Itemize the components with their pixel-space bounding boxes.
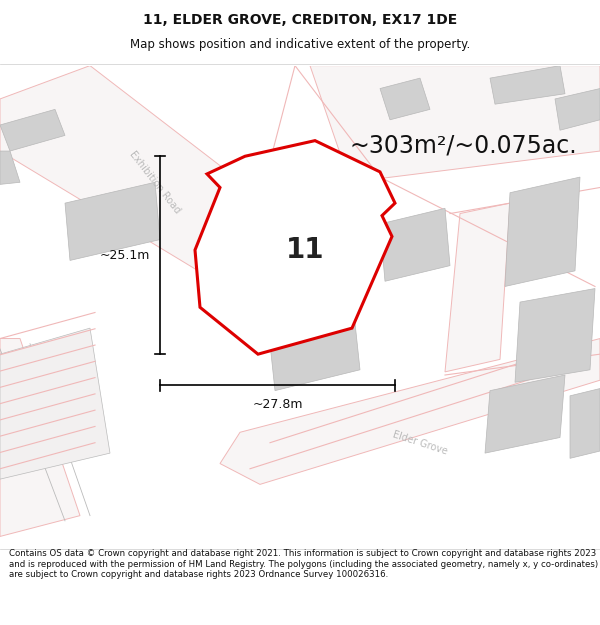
Polygon shape [310, 66, 600, 182]
Polygon shape [445, 203, 510, 372]
Polygon shape [380, 78, 430, 120]
Polygon shape [555, 89, 600, 130]
Text: 11, ELDER GROVE, CREDITON, EX17 1DE: 11, ELDER GROVE, CREDITON, EX17 1DE [143, 13, 457, 27]
Text: Map shows position and indicative extent of the property.: Map shows position and indicative extent… [130, 38, 470, 51]
Polygon shape [0, 109, 65, 151]
Polygon shape [570, 389, 600, 458]
Polygon shape [380, 208, 450, 281]
Polygon shape [0, 328, 110, 479]
Polygon shape [0, 339, 80, 536]
Polygon shape [270, 323, 360, 391]
Polygon shape [0, 66, 350, 302]
Text: ~25.1m: ~25.1m [100, 249, 150, 262]
Text: Exhibition Road: Exhibition Road [128, 149, 182, 216]
Polygon shape [505, 177, 580, 286]
Text: ~303m²/~0.075ac.: ~303m²/~0.075ac. [350, 134, 578, 158]
Text: Elder Grove: Elder Grove [391, 429, 449, 456]
Text: ~27.8m: ~27.8m [252, 398, 303, 411]
Text: Contains OS data © Crown copyright and database right 2021. This information is : Contains OS data © Crown copyright and d… [9, 549, 598, 579]
Polygon shape [195, 141, 395, 354]
Text: 11: 11 [286, 236, 324, 264]
Polygon shape [0, 151, 20, 184]
Polygon shape [490, 66, 565, 104]
Polygon shape [515, 289, 595, 382]
Polygon shape [65, 182, 160, 261]
Polygon shape [220, 339, 600, 484]
Polygon shape [485, 375, 565, 453]
